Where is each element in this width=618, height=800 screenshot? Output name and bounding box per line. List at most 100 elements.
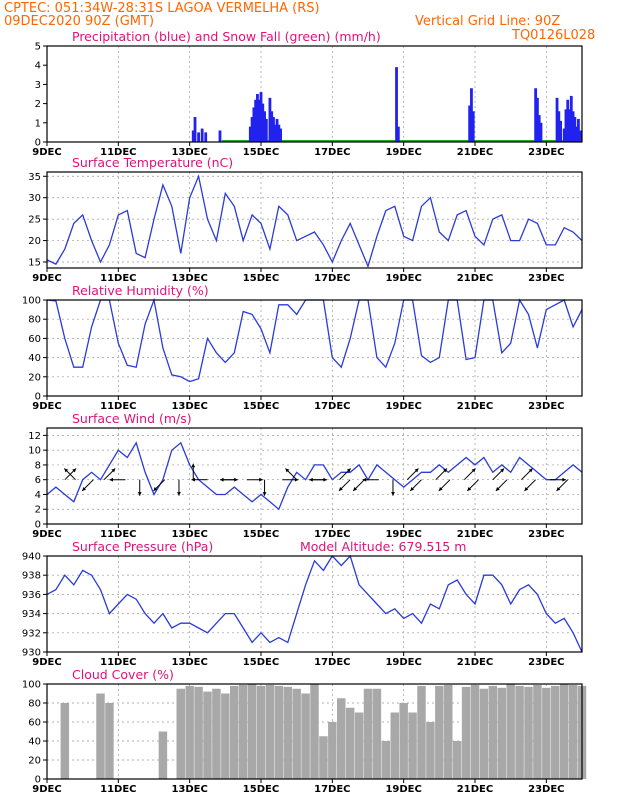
cloud-cover-bar <box>265 684 275 779</box>
panel-temp: Surface Temperature (nC) 15 20 25 30 35 9DEC 11… <box>28 155 583 284</box>
x-tick-label: 13DEC <box>171 401 207 412</box>
cloud-cover-bar <box>479 688 489 779</box>
y-tick-label: 35 <box>28 172 41 183</box>
y-tick-label: 80 <box>28 699 41 710</box>
x-tick-label: 9DEC <box>32 529 61 540</box>
precip-bar <box>264 118 268 142</box>
cloud-cover-bar <box>497 687 506 779</box>
precip-bar <box>252 107 256 142</box>
y-tick-label: 1 <box>35 118 41 129</box>
cloud-cover-bar <box>212 688 221 779</box>
x-tick-label: 9DEC <box>32 401 61 412</box>
x-tick-label: 19DEC <box>385 784 421 795</box>
x-tick-label: 21DEC <box>457 401 493 412</box>
y-tick-label: 40 <box>28 353 41 364</box>
x-tick-label: 23DEC <box>528 529 564 540</box>
grid-note-header: Vertical Grid Line: 90Z <box>415 14 560 29</box>
cloud-cover-bar <box>238 684 248 779</box>
wind-vector-arrowhead <box>524 487 529 491</box>
x-tick-label: 9DEC <box>32 784 61 795</box>
precip-bar <box>254 99 258 142</box>
x-tick-label: 15DEC <box>243 273 279 284</box>
x-tick-label: 11DEC <box>100 529 136 540</box>
y-tick-label: 20 <box>28 236 41 247</box>
cloud-cover-bar <box>337 698 346 779</box>
precip-bar <box>248 126 252 142</box>
precip-bar <box>470 88 473 142</box>
x-tick-label: 17DEC <box>314 147 350 158</box>
wind-vector-arrowhead <box>82 487 87 491</box>
precip-bar <box>578 130 582 142</box>
wind-vector-arrowhead <box>153 487 158 491</box>
y-tick-label: 100 <box>22 296 41 307</box>
precip-bar <box>197 132 200 142</box>
panel-frame <box>46 555 583 653</box>
wind-vector-arrowhead <box>220 477 224 482</box>
x-tick-label: 11DEC <box>100 147 136 158</box>
wind-vector-arrowhead <box>137 492 142 496</box>
cloud-cover-bar <box>185 685 194 779</box>
wind-vector-arrowhead <box>191 463 196 468</box>
wind-vector-arrowhead <box>338 487 343 491</box>
y-tick-label: 80 <box>28 315 41 326</box>
precip-bar <box>566 99 570 142</box>
panel-cloud: Cloud Cover (%) 0 20 40 60 80 100 9DEC 11DEC 13DE… <box>22 667 587 795</box>
precip-bar <box>200 128 204 142</box>
cloud-cover-bar <box>488 685 498 779</box>
cloud-cover-bar <box>408 712 417 779</box>
y-tick-label: 4 <box>35 61 41 72</box>
y-tick-label: 934 <box>22 609 41 620</box>
cloud-cover-bar <box>203 691 212 779</box>
cloud-cover-bar <box>426 722 435 779</box>
panel-wind: Surface Wind (m/s) 0 2 4 6 8 10 12 9DEC 11DEC 13DE… <box>28 411 583 540</box>
y-tick-label: 2 <box>35 505 41 516</box>
rh-series-line <box>46 297 583 383</box>
y-tick-label: 0 <box>35 775 41 786</box>
y-tick-label: 20 <box>28 372 41 383</box>
precip-bar <box>268 97 272 142</box>
wind-vector-arrowhead <box>362 477 367 482</box>
wind-vector-arrowhead <box>467 487 472 491</box>
x-tick-label: 9DEC <box>32 657 61 668</box>
y-tick-label: 10 <box>28 446 41 457</box>
precip-bar <box>191 130 195 142</box>
cloud-cover-bar <box>354 712 364 779</box>
wind-vector-arrowhead <box>562 477 566 482</box>
cloud-cover-bar <box>452 741 462 779</box>
x-tick-label: 23DEC <box>528 784 564 795</box>
cloud-cover-bar <box>158 731 168 779</box>
x-tick-label: 9DEC <box>32 147 61 158</box>
y-tick-label: 6 <box>35 475 41 486</box>
panel-title: Surface Temperature (nC) <box>72 155 233 170</box>
cloud-cover-bar <box>444 684 453 779</box>
x-tick-label: 21DEC <box>457 273 493 284</box>
precip-bar <box>277 124 281 142</box>
x-tick-label: 17DEC <box>314 401 350 412</box>
cloud-cover-bar <box>470 684 480 779</box>
panel-title: Precipitation (blue) and Snow Fall (gree… <box>72 29 381 44</box>
precip-bar <box>270 111 274 142</box>
panel-title: Relative Humidity (%) <box>72 283 209 298</box>
precip-bar <box>568 109 571 142</box>
cloud-cover-bar <box>417 685 426 779</box>
y-tick-label: 0 <box>35 520 41 531</box>
cloud-cover-bar <box>221 693 230 779</box>
wind-vector-arrowhead <box>471 468 476 473</box>
panel-frame <box>46 45 583 143</box>
wind-vector-arrowhead <box>495 487 500 491</box>
wind-vector-arrowhead <box>414 468 419 473</box>
x-tick-label: 23DEC <box>528 657 564 668</box>
y-tick-label: 930 <box>22 648 41 659</box>
cloud-cover-bar <box>345 707 355 779</box>
wind-vector-arrowhead <box>391 492 395 496</box>
precip-bar <box>275 118 279 142</box>
x-tick-label: 19DEC <box>385 401 421 412</box>
precip-bar <box>250 117 254 142</box>
cloud-cover-bar <box>328 722 337 779</box>
x-tick-label: 13DEC <box>171 657 207 668</box>
x-tick-label: 11DEC <box>100 784 136 795</box>
x-tick-label: 15DEC <box>243 401 279 412</box>
y-tick-label: 8 <box>35 460 41 471</box>
x-tick-label: 17DEC <box>314 657 350 668</box>
